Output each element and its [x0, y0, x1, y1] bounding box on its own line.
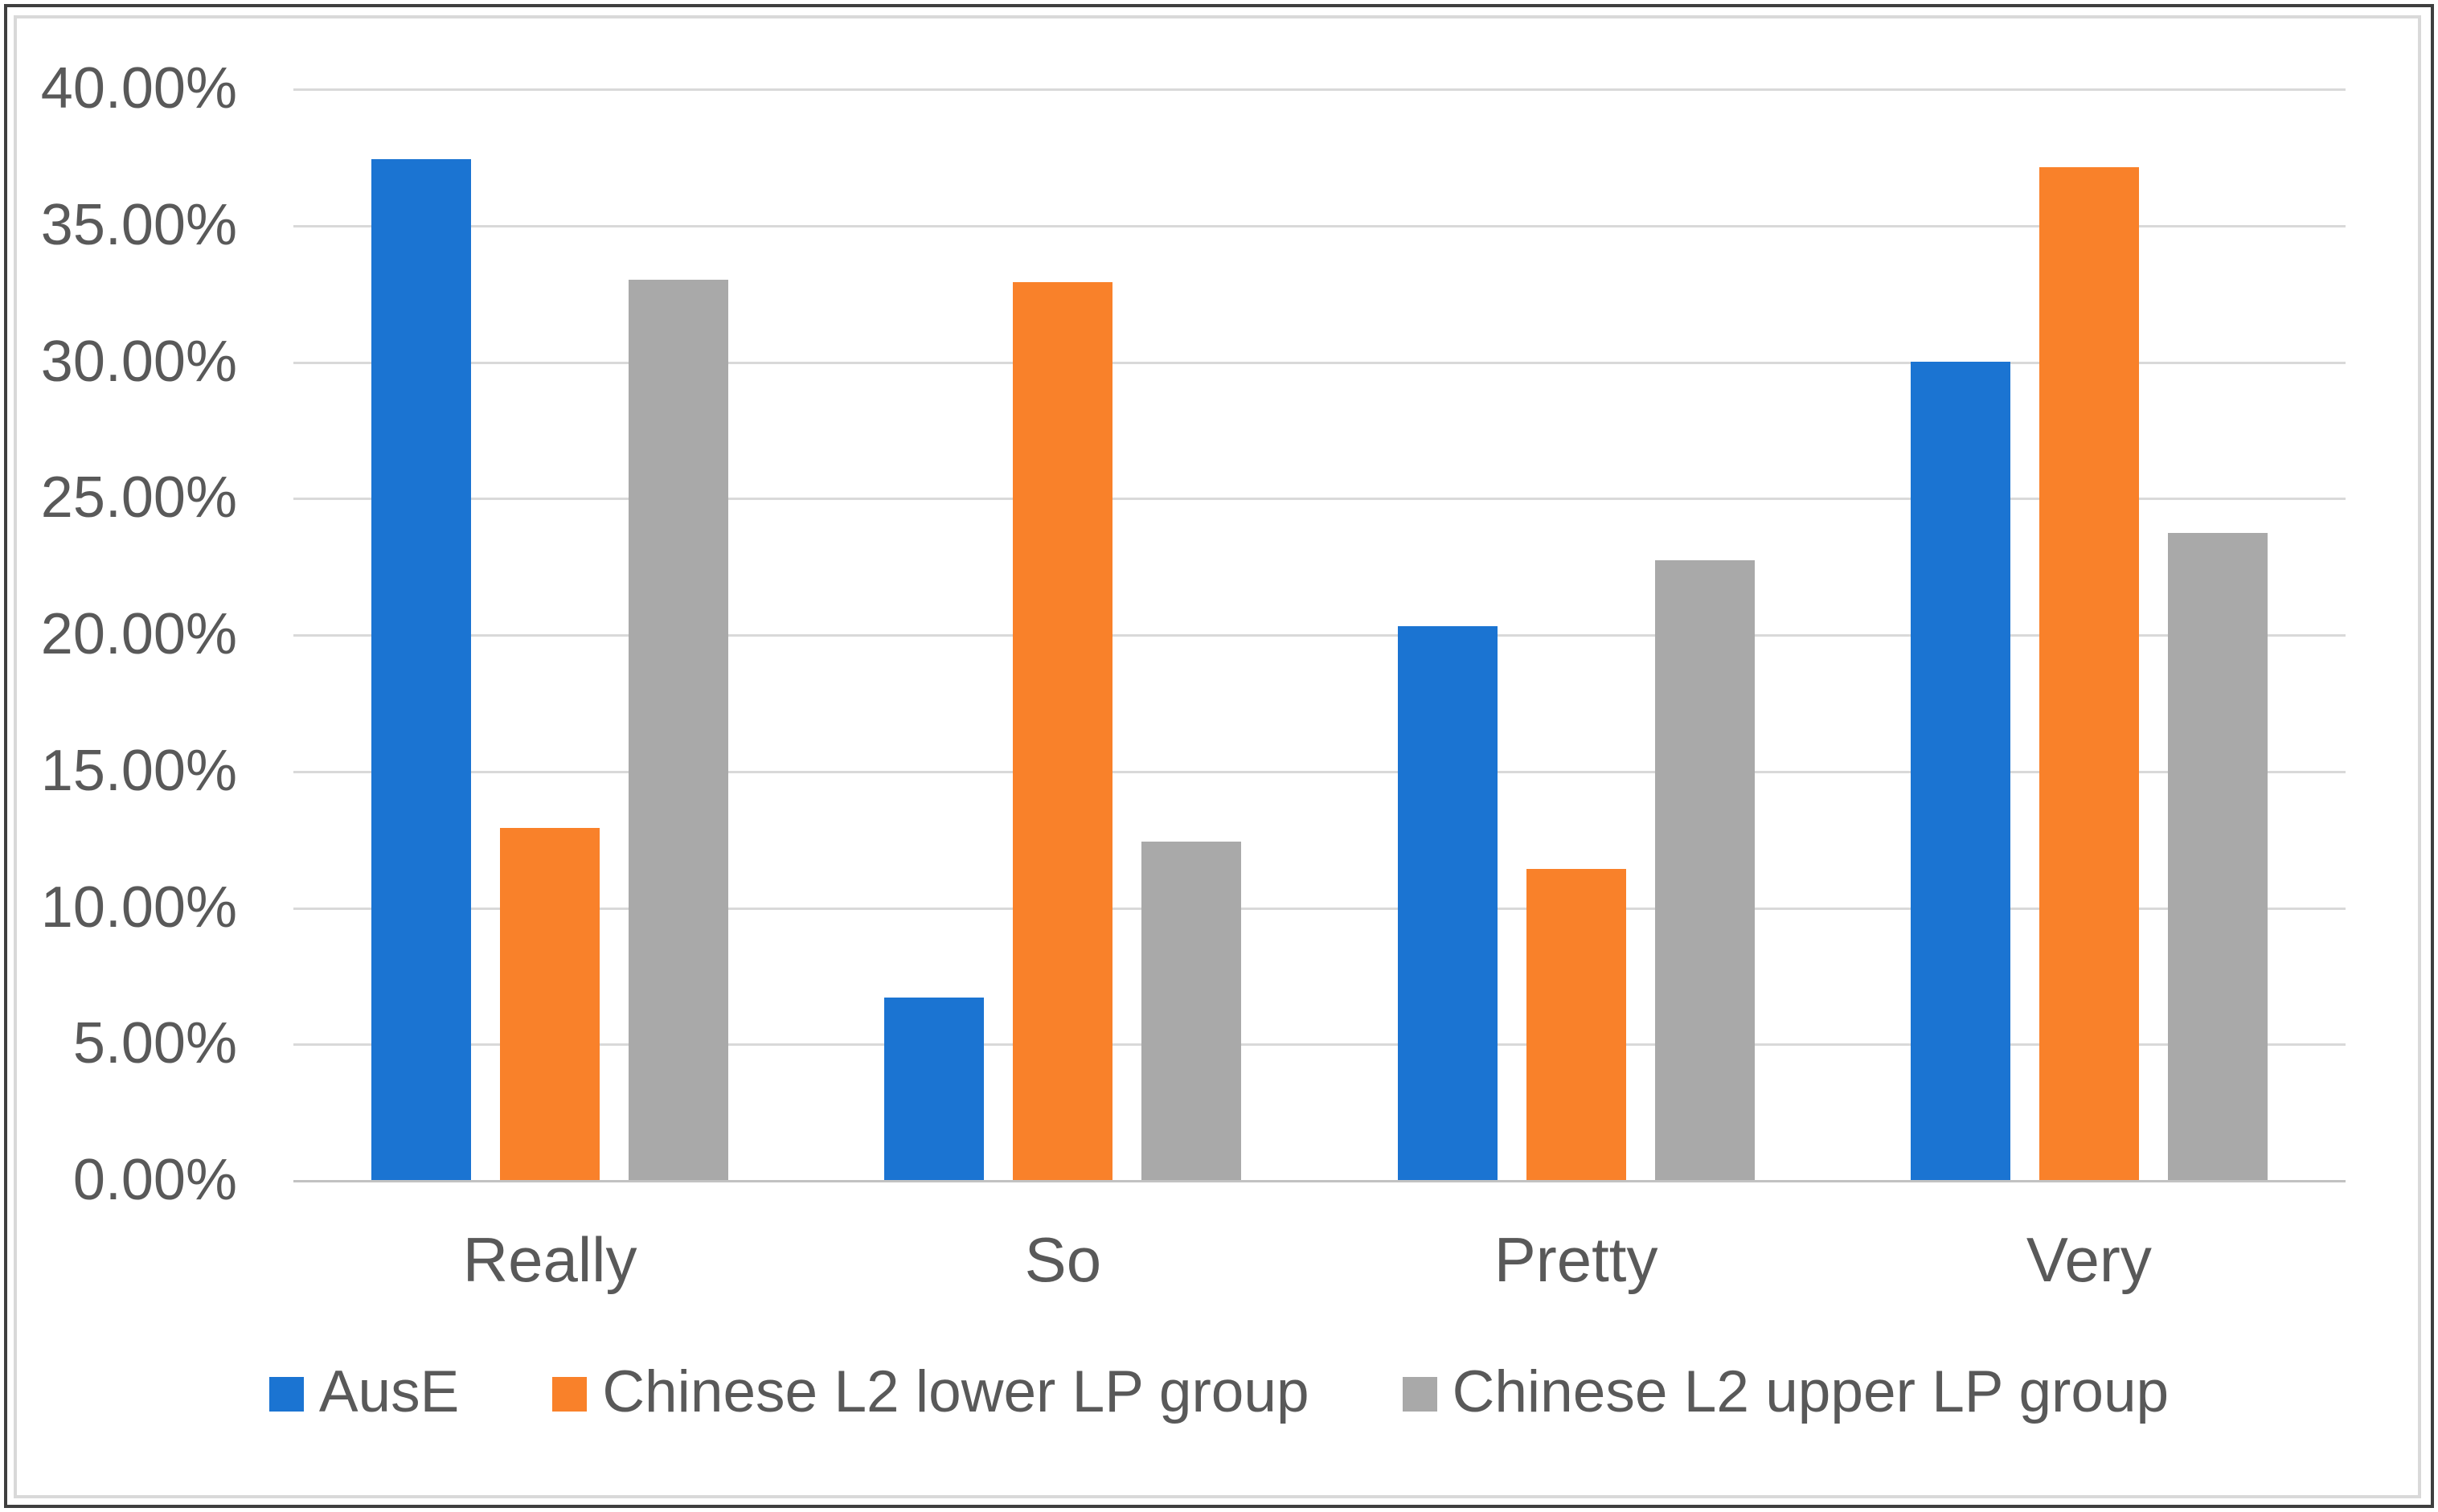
x-category-label-pretty: Pretty	[1494, 1224, 1658, 1295]
gridline	[293, 498, 2346, 501]
bar-ause-so	[884, 997, 985, 1180]
y-tick-label: 5.00%	[72, 1011, 237, 1076]
y-tick-label: 35.00%	[40, 192, 237, 257]
bar-chinese-l2-lower-lp-group-so	[1013, 282, 1113, 1180]
legend-swatch-icon	[268, 1376, 304, 1412]
y-tick-label: 0.00%	[72, 1148, 237, 1212]
y-tick-label: 40.00%	[40, 56, 237, 121]
bar-chinese-l2-lower-lp-group-pretty	[1526, 868, 1626, 1180]
y-tick-label: 25.00%	[40, 465, 237, 531]
bar-ause-pretty	[1397, 625, 1498, 1180]
legend-item-ause: AusE	[268, 1358, 460, 1426]
chart-legend: AusE Chinese L2 lower LP group Chinese L2 …	[0, 1357, 2438, 1431]
bar-group-really	[293, 88, 806, 1180]
bar-ause-really	[371, 159, 472, 1180]
legend-label: Chinese L2 upper LP group	[1452, 1358, 2170, 1424]
legend-item-chinese-l2-upper-lp-group: Chinese L2 upper LP group	[1402, 1358, 2170, 1426]
bar-chinese-l2-upper-lp-group-pretty	[1654, 560, 1755, 1180]
legend-label: AusE	[318, 1358, 460, 1424]
x-category-label-so: So	[1024, 1224, 1102, 1295]
legend-swatch-icon	[1402, 1376, 1437, 1412]
bar-chinese-l2-upper-lp-group-really	[629, 279, 729, 1180]
gridline	[293, 634, 2346, 637]
gridline	[293, 224, 2346, 227]
x-category-label-really: Really	[462, 1224, 637, 1295]
bar-group-pretty	[1320, 88, 1833, 1180]
gridline	[293, 907, 2346, 910]
x-axis-baseline	[293, 1180, 2346, 1182]
bar-chinese-l2-upper-lp-group-so	[1141, 842, 1242, 1180]
x-axis-category-labels: Really So Pretty Very	[293, 1215, 2346, 1304]
bar-chinese-l2-lower-lp-group-very	[2038, 167, 2139, 1180]
gridline	[293, 88, 2346, 91]
bar-ause-very	[1910, 361, 2010, 1180]
plot-area	[293, 88, 2346, 1182]
gridline	[293, 1043, 2346, 1047]
bar-chinese-l2-lower-lp-group-really	[500, 828, 600, 1180]
bar-group-so	[806, 88, 1319, 1180]
y-tick-label: 20.00%	[40, 602, 237, 666]
y-tick-label: 15.00%	[40, 738, 237, 803]
bar-group-very	[1833, 88, 2346, 1180]
legend-item-chinese-l2-lower-lp-group: Chinese L2 lower LP group	[552, 1362, 1309, 1426]
x-category-label-very: Very	[2026, 1224, 2152, 1295]
gridline	[293, 770, 2346, 773]
legend-label: Chinese L2 lower LP group	[602, 1358, 1309, 1424]
legend-swatch-icon	[552, 1376, 588, 1412]
y-tick-label: 30.00%	[40, 329, 237, 394]
bar-groups	[293, 88, 2346, 1180]
bar-chinese-l2-upper-lp-group-very	[2167, 533, 2268, 1180]
gridline	[293, 361, 2346, 364]
y-tick-label: 10.00%	[40, 875, 237, 940]
